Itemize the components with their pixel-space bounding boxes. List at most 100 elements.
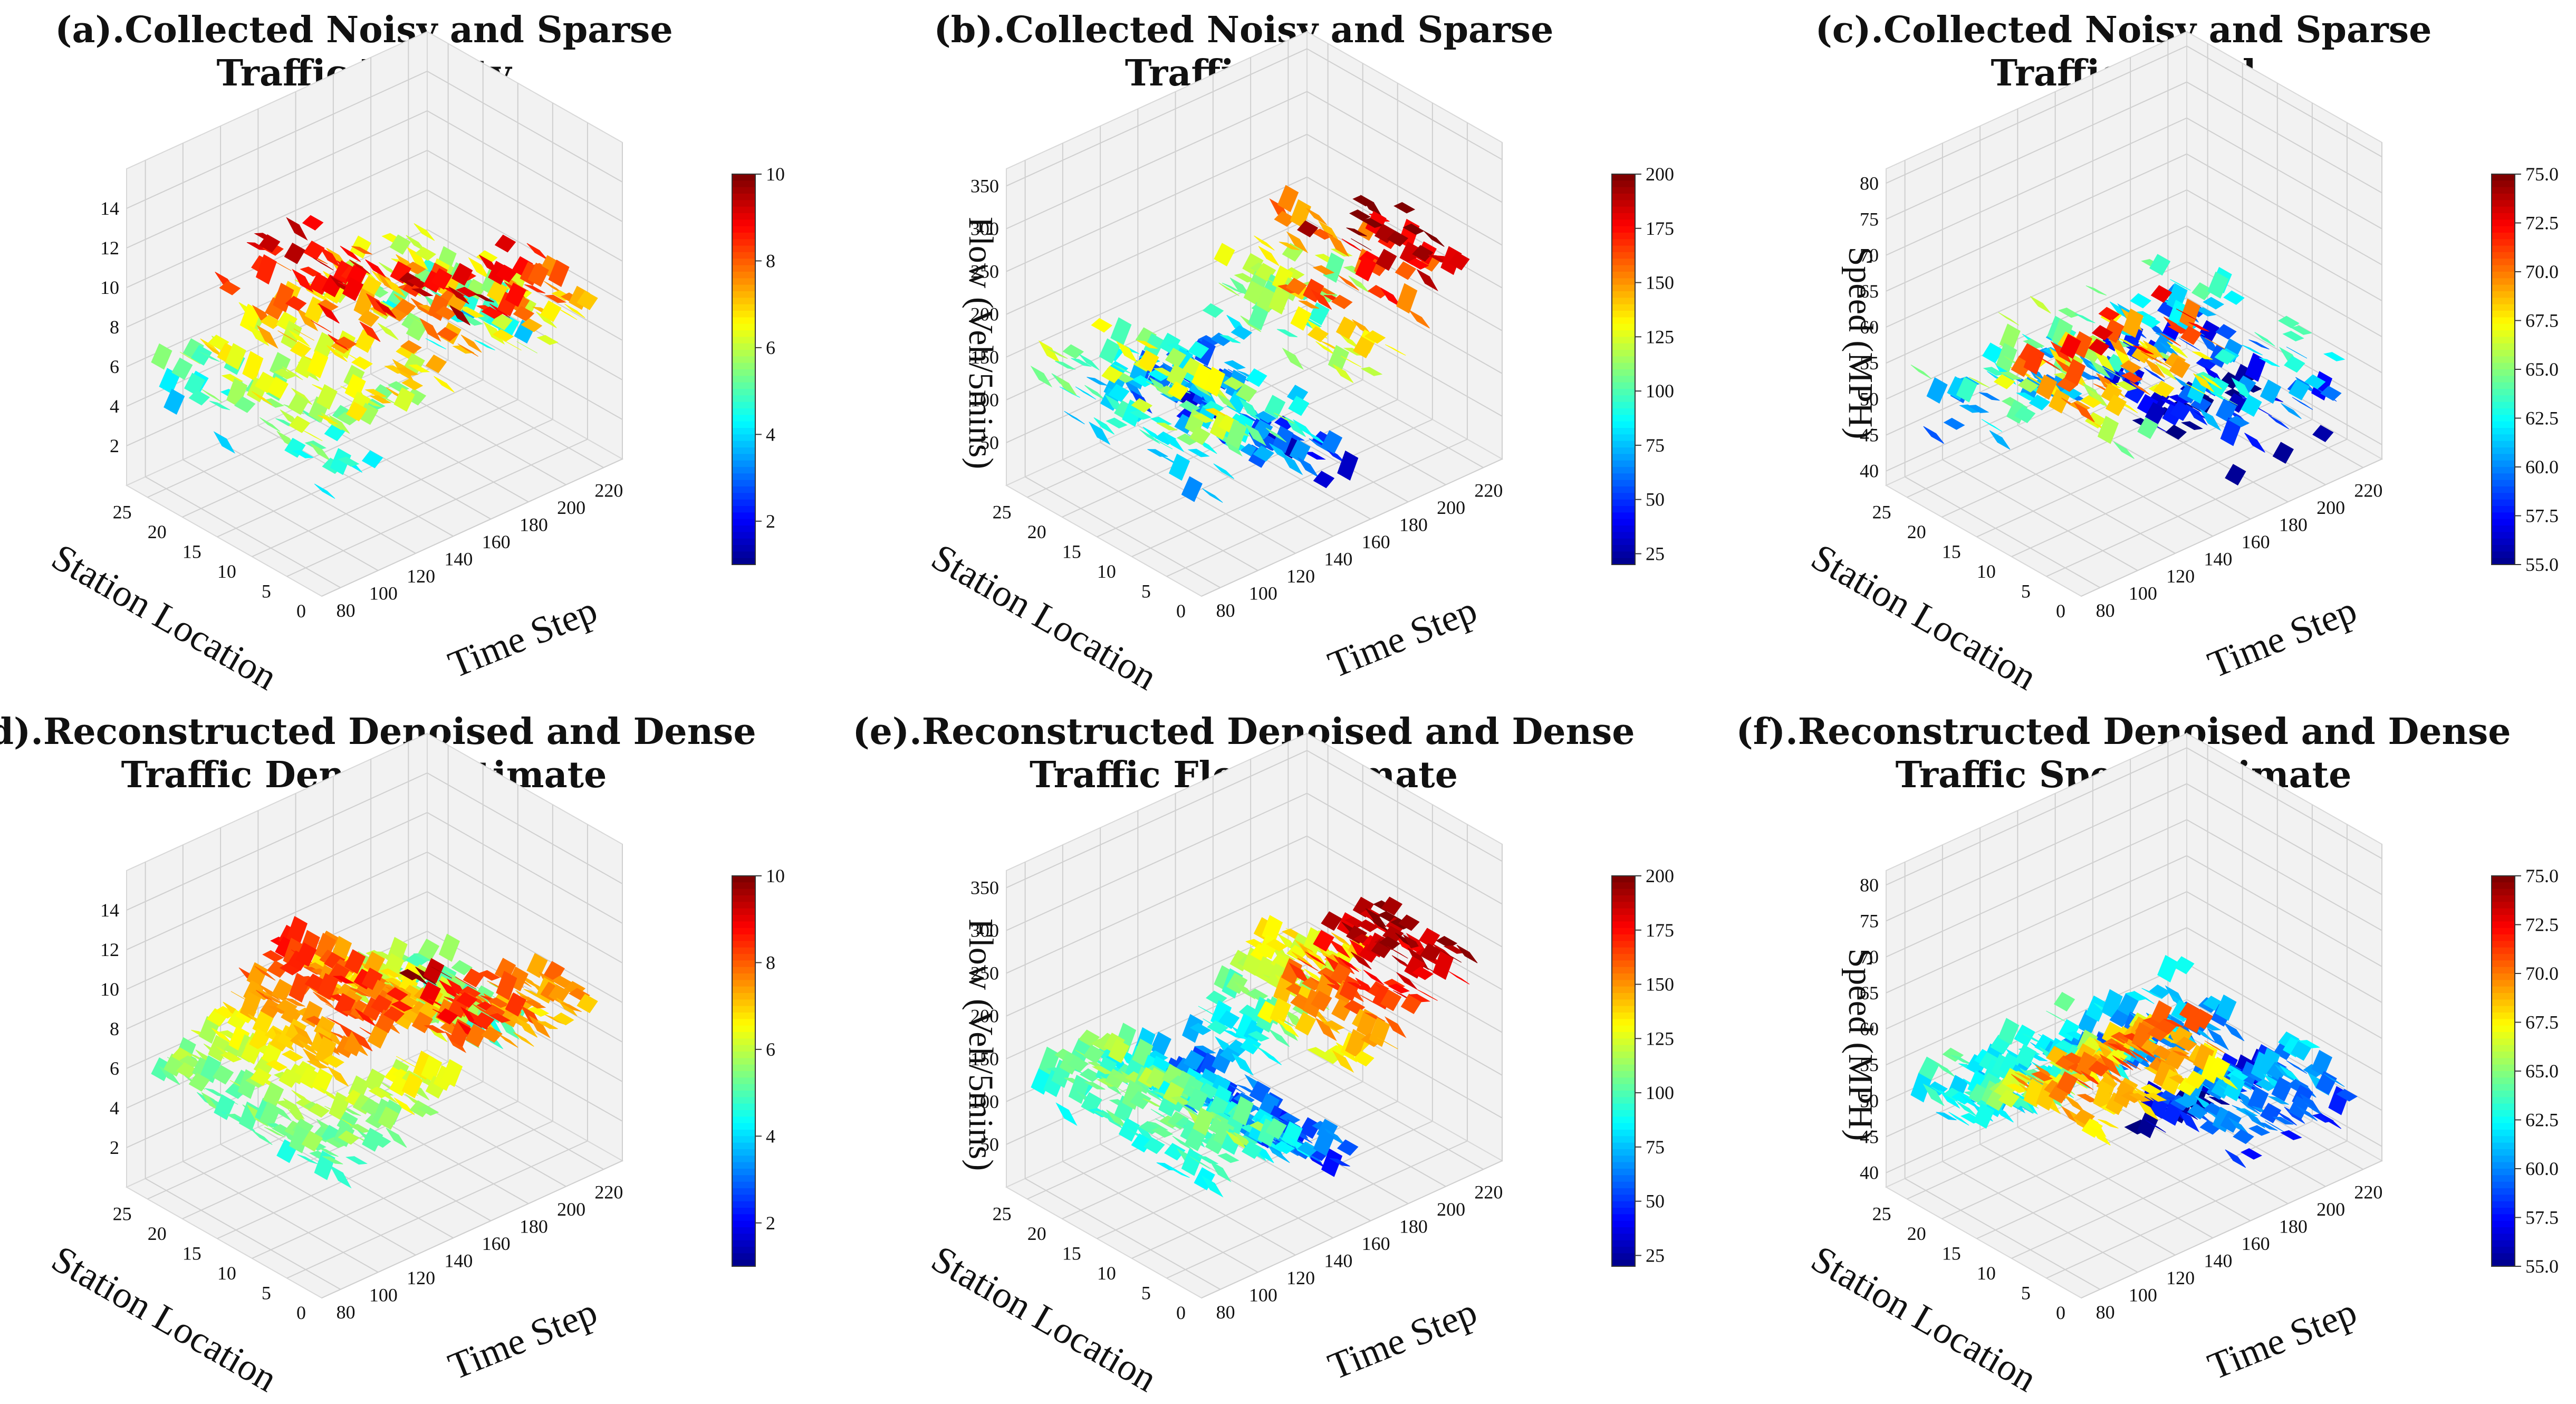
surface-cell bbox=[2225, 1149, 2246, 1168]
surface-cell bbox=[1268, 286, 1290, 315]
colorbar-segment bbox=[2492, 1214, 2515, 1221]
x-tick-label: 140 bbox=[2204, 548, 2232, 569]
surface-cell bbox=[494, 234, 516, 253]
grid-y bbox=[1201, 459, 1503, 597]
colorbar-segment bbox=[1612, 219, 1635, 227]
surface-cell bbox=[315, 1036, 337, 1066]
surface-cell bbox=[287, 393, 309, 415]
surface-cell bbox=[1167, 381, 1189, 400]
colorbar-tick-label: 25 bbox=[1646, 543, 1665, 564]
surface-cell bbox=[2204, 1040, 2226, 1054]
surface-cell bbox=[2191, 1009, 2213, 1030]
colorbar-segment bbox=[1612, 1155, 1635, 1163]
surface-cell bbox=[384, 278, 406, 297]
grid-z bbox=[1306, 48, 1503, 160]
surface-cell bbox=[1357, 919, 1379, 932]
surface-cell bbox=[1379, 936, 1401, 950]
surface-cell bbox=[419, 318, 441, 342]
surface-cell bbox=[455, 976, 476, 989]
surface-cell bbox=[2113, 441, 2135, 459]
surface-cell bbox=[2248, 1125, 2271, 1136]
surface-cell bbox=[361, 450, 383, 469]
surface-cell bbox=[1298, 300, 1320, 309]
x-axis-label: Time Step bbox=[1322, 588, 1483, 686]
y-tick-label: 0 bbox=[296, 600, 306, 622]
colorbar-tick-label: 67.5 bbox=[2525, 310, 2559, 331]
surface-cell bbox=[1241, 1141, 1263, 1159]
surface-cell bbox=[1099, 338, 1120, 364]
surface-cell bbox=[2050, 341, 2072, 364]
grid-z bbox=[1886, 747, 2187, 886]
surface-cell bbox=[391, 1000, 413, 1012]
surface-cell bbox=[488, 1013, 511, 1023]
colorbar-tick-label: 100 bbox=[1646, 1082, 1674, 1103]
surface-cell bbox=[1321, 911, 1342, 931]
colorbar-segment bbox=[1612, 1247, 1635, 1254]
y-tick-label: 20 bbox=[148, 1223, 167, 1244]
z-tick-label: 200 bbox=[970, 1006, 999, 1027]
x-tick-label: 200 bbox=[2317, 497, 2345, 518]
surface-cell bbox=[255, 254, 277, 285]
grid-x bbox=[2017, 1126, 2213, 1239]
surface-cell bbox=[1361, 217, 1383, 228]
colorbar-segment bbox=[732, 1013, 755, 1020]
surface-cell bbox=[1143, 1137, 1165, 1154]
surface-cell bbox=[313, 257, 334, 271]
surface-cell bbox=[2242, 345, 2263, 356]
colorbar-segment bbox=[1612, 512, 1635, 520]
surface-cell bbox=[2000, 371, 2023, 380]
colorbar-tick-label: 75.0 bbox=[2525, 164, 2559, 185]
surface-cell bbox=[411, 288, 434, 297]
surface-cell bbox=[2074, 313, 2096, 323]
z-tick-label: 50 bbox=[1860, 1090, 1879, 1111]
colorbar-tick-label: 57.5 bbox=[2525, 505, 2559, 527]
surface-cell bbox=[239, 991, 261, 1020]
colorbar-segment bbox=[732, 213, 755, 221]
surface-cell bbox=[1384, 1016, 1407, 1038]
y-tick-label: 15 bbox=[1062, 541, 1081, 562]
grid-y bbox=[1907, 359, 2208, 498]
colorbar-segment bbox=[732, 245, 755, 253]
surface-cell bbox=[1084, 1082, 1106, 1090]
surface-cell bbox=[2125, 991, 2147, 1001]
surface-cell bbox=[2259, 357, 2280, 367]
surface-cell bbox=[1998, 312, 2020, 326]
colorbar-segment bbox=[1612, 532, 1635, 539]
surface-cell bbox=[505, 992, 526, 1017]
surface-cell bbox=[1131, 398, 1153, 413]
surface-cell bbox=[528, 1015, 551, 1038]
surface-cell bbox=[2089, 1126, 2111, 1146]
grid-y bbox=[1131, 1121, 1433, 1259]
surface-cell bbox=[2180, 326, 2202, 345]
grid-z bbox=[2186, 153, 2382, 265]
colorbar-segment bbox=[2492, 265, 2515, 272]
colorbar-segment bbox=[732, 473, 755, 481]
surface-cell bbox=[319, 246, 341, 268]
surface-cell bbox=[425, 355, 447, 374]
x-tick-label: 120 bbox=[2166, 566, 2195, 587]
x-tick-label: 160 bbox=[482, 531, 511, 552]
colorbar-segment bbox=[2492, 317, 2515, 324]
grid-z bbox=[427, 308, 623, 420]
surface-cell bbox=[2173, 956, 2195, 975]
z-tick-label: 14 bbox=[100, 198, 119, 219]
surface-cell bbox=[225, 343, 246, 370]
colorbar-segment bbox=[732, 1149, 755, 1157]
surface-cell bbox=[292, 450, 314, 459]
surface-cell bbox=[2137, 417, 2159, 440]
colorbar-segment bbox=[2492, 245, 2515, 253]
colorbar-segment bbox=[2492, 532, 2515, 539]
surface-cell bbox=[2214, 349, 2236, 365]
surface-cell bbox=[1156, 423, 1177, 431]
colorbar-segment bbox=[732, 551, 755, 559]
surface-cell bbox=[1329, 939, 1350, 958]
z-tick-label: 150 bbox=[970, 1048, 999, 1069]
y-tick-label: 15 bbox=[1942, 541, 1961, 562]
grid-x bbox=[1979, 442, 2176, 554]
colorbar-segment bbox=[732, 454, 755, 461]
colorbar-segment bbox=[732, 558, 755, 565]
surface-cell bbox=[328, 1066, 349, 1087]
y-axis-label: Station Location bbox=[45, 1237, 284, 1400]
surface-cell bbox=[351, 246, 372, 255]
